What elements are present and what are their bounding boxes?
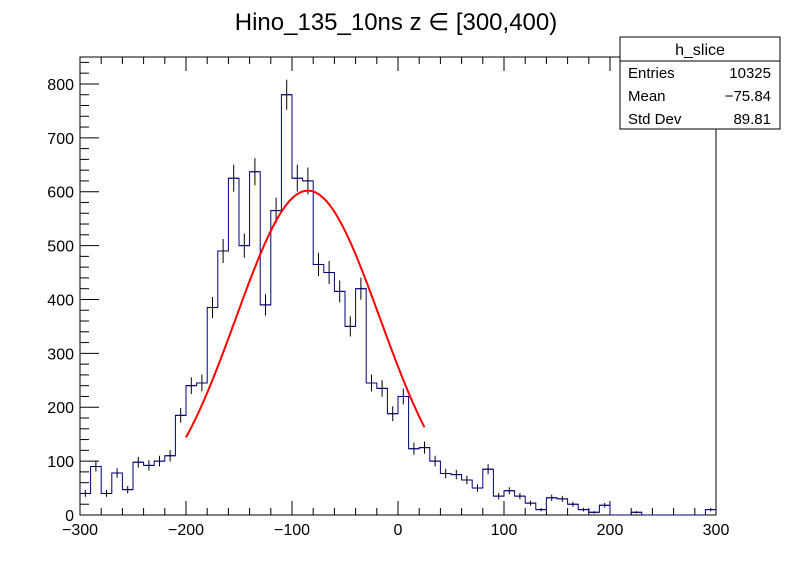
error-bars xyxy=(84,79,712,514)
x-tick-label: 0 xyxy=(394,522,403,539)
stats-box-title: h_slice xyxy=(675,42,725,59)
chart-title: Hino_135_10ns z ∈ [300,400) xyxy=(235,9,557,36)
y-tick-label: 100 xyxy=(47,454,74,471)
y-tick-label: 0 xyxy=(65,508,74,525)
stats-box-frame xyxy=(619,36,781,130)
gaussian-fit-curve xyxy=(185,189,426,438)
stats-entries-value: 10325 xyxy=(729,65,771,82)
y-tick-label: 800 xyxy=(47,77,74,94)
stats-mean-label: Mean xyxy=(628,88,666,105)
stats-stddev-value: 89.81 xyxy=(733,111,771,128)
stats-mean-value: −75.84 xyxy=(725,88,771,105)
y-axis-labels: 0 100 200 300 400 500 600 700 800 xyxy=(47,77,74,525)
stats-entries-label: Entries xyxy=(628,65,675,82)
stats-stddev-label: Std Dev xyxy=(628,111,682,128)
y-tick-label: 200 xyxy=(47,400,74,417)
x-tick-label: 100 xyxy=(491,522,518,539)
y-tick-label: 500 xyxy=(47,239,74,256)
x-tick-label: 200 xyxy=(597,522,624,539)
x-tick-label: −100 xyxy=(274,522,310,539)
stats-box: h_slice Entries 10325 Mean −75.84 Std De… xyxy=(619,36,781,130)
x-axis-labels: −300 −200 −100 0 100 200 300 xyxy=(62,522,729,539)
x-tick-label: −300 xyxy=(62,522,98,539)
y-tick-label: 300 xyxy=(47,346,74,363)
axis-ticks xyxy=(79,57,717,516)
y-tick-label: 700 xyxy=(47,131,74,148)
y-tick-label: 400 xyxy=(47,292,74,309)
x-tick-label: −200 xyxy=(168,522,204,539)
x-tick-label: 300 xyxy=(703,522,730,539)
y-tick-label: 600 xyxy=(47,185,74,202)
